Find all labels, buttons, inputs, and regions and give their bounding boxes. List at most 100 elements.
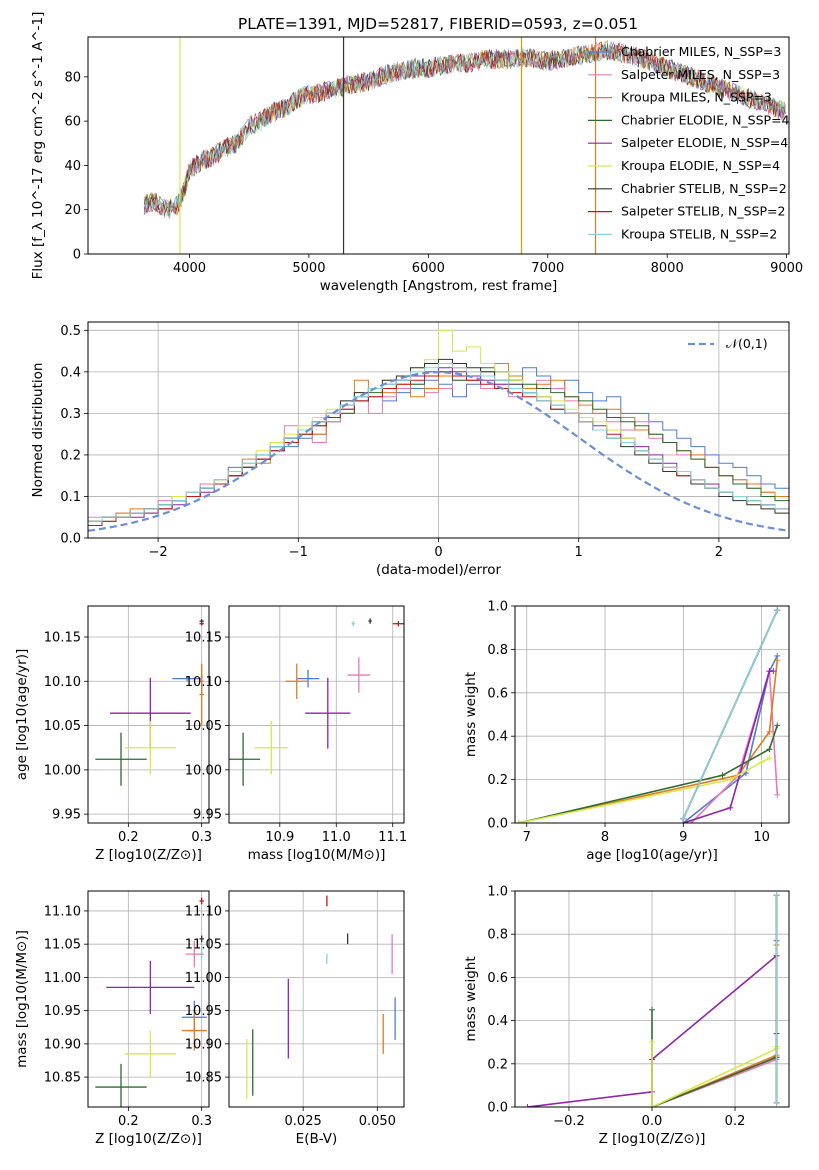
x-axis-label: mass [log10(M/M⊙)] — [248, 847, 386, 863]
mass_vs_ebv-grid — [229, 891, 404, 1107]
tick-label-y: 10.15 — [185, 631, 222, 646]
legend-label: Salpeter STELIB, N_SSP=2 — [621, 204, 785, 219]
tick-label-y: 60 — [64, 115, 81, 130]
x-axis-label: Z [log10(Z/Z⊙)] — [95, 1131, 202, 1147]
spectrum-line — [143, 42, 786, 218]
tick-label-x: 4000 — [173, 261, 206, 276]
tick-label-x: 10 — [753, 830, 770, 845]
tick-label-y: 10.00 — [44, 763, 81, 778]
tick-label-x: 9000 — [770, 261, 803, 276]
tick-label-y: 1.0 — [487, 885, 508, 900]
y-axis-label: mass [log10(M/M⊙)] — [14, 930, 30, 1068]
y-axis-label: mass weight — [463, 672, 479, 757]
tick-label-y: 10.10 — [44, 675, 81, 690]
tick-label-y: 0.2 — [487, 773, 508, 788]
tick-label-x: 2 — [715, 545, 723, 560]
tick-label-y: 0.1 — [60, 490, 81, 505]
tick-label-y: 0.0 — [487, 1101, 508, 1116]
tick-label-x: 0.2 — [118, 1114, 139, 1129]
tick-label-x: 0 — [434, 545, 442, 560]
tick-label-x: 11.0 — [322, 830, 351, 845]
legend-label: Chabrier MILES, N_SSP=3 — [621, 44, 781, 59]
tick-label-y: 20 — [64, 203, 81, 218]
tick-label-y: 10.90 — [44, 1037, 81, 1052]
tick-label-y: 11.00 — [185, 971, 222, 986]
tick-label-x: 8 — [601, 830, 609, 845]
tick-label-x: 1 — [575, 545, 583, 560]
tick-label-y: 10.10 — [185, 675, 222, 690]
massweight_vs_Z-marks — [524, 892, 780, 1107]
legend-label: 𝒩(0,1) — [726, 336, 768, 351]
plot-area — [229, 606, 404, 823]
legend-label: Chabrier ELODIE, N_SSP=4 — [621, 112, 790, 127]
tick-label-y: 0.0 — [487, 817, 508, 832]
x-axis-label: Z [log10(Z/Z⊙)] — [599, 1131, 706, 1147]
tick-label-y: 9.95 — [193, 808, 222, 823]
mass_vs_Z-grid — [88, 891, 209, 1107]
tick-label-y: 0.2 — [487, 1057, 508, 1072]
tick-label-x: 0.2 — [118, 830, 139, 845]
tick-label-y: 0.4 — [60, 365, 81, 380]
tick-label-x: 5000 — [292, 261, 325, 276]
tick-label-y: 0.6 — [487, 971, 508, 986]
tick-label-y: 10.85 — [185, 1071, 222, 1086]
mass-weight-line — [682, 609, 779, 820]
legend-label: Kroupa ELODIE, N_SSP=4 — [621, 158, 780, 173]
tick-label-y: 0.8 — [487, 643, 508, 658]
x-axis-label: Z [log10(Z/Z⊙)] — [95, 847, 202, 863]
spectrum-line — [143, 44, 786, 219]
mass-weight-line — [518, 725, 779, 823]
legend-label: Chabrier STELIB, N_SSP=2 — [621, 181, 787, 196]
age_vs_Z-grid — [88, 606, 209, 823]
y-axis-label: mass weight — [463, 956, 479, 1041]
tick-label-y: 40 — [64, 159, 81, 174]
tick-label-y: 0.0 — [60, 532, 81, 547]
legend-label: Kroupa MILES, N_SSP=3 — [621, 90, 772, 105]
tick-label-y: 9.95 — [52, 808, 81, 823]
tick-label-x: 10.9 — [265, 830, 294, 845]
mass_vs_ebv-marks — [246, 895, 396, 1100]
tick-label-x: 8000 — [651, 261, 684, 276]
tick-label-y: 10.15 — [44, 631, 81, 646]
legend-label: Salpeter MILES, N_SSP=3 — [621, 67, 780, 82]
tick-label-y: 11.05 — [44, 938, 81, 953]
axes-frame — [228, 605, 405, 824]
spectrum-line — [143, 44, 786, 218]
tick-label-y: 10.05 — [185, 719, 222, 734]
tick-label-y: 10.00 — [185, 763, 222, 778]
panel-spectrum: 4000 5000 6000 7000 8000 9000 0 20 40 60 80 Chabrie… — [30, 12, 803, 294]
axes-frame — [87, 605, 210, 824]
tick-label-y: 10.90 — [185, 1037, 222, 1052]
legend-label: Kroupa STELIB, N_SSP=2 — [621, 226, 777, 241]
axes-frame — [228, 890, 405, 1108]
x-axis-label: (data-model)/error — [376, 562, 502, 578]
axes-frame — [87, 890, 210, 1108]
spectrum-marks — [143, 37, 786, 254]
legend-label: Salpeter ELODIE, N_SSP=4 — [621, 135, 788, 150]
tick-label-y: 10.95 — [44, 1004, 81, 1019]
age_vs_mass-marks — [229, 618, 404, 786]
histogram-step — [88, 363, 789, 522]
tick-label-x: 0.3 — [191, 830, 212, 845]
panel-mass_vs_ebv: 0.025 0.050 10.85 10.90 10.95 11.00 11.05 11.10… — [185, 890, 405, 1147]
massweight_vs_age-marks — [515, 607, 781, 823]
tick-label-x: 0.3 — [191, 1114, 212, 1129]
tick-label-x: 7000 — [531, 261, 564, 276]
mass-weight-line — [518, 757, 770, 823]
figure-title: PLATE=1391, MJD=52817, FIBERID=0593, z=0… — [238, 15, 638, 33]
mass_vs_Z-marks — [95, 897, 207, 1107]
panel-mass_vs_Z: 0.2 0.3 10.85 10.90 10.95 11.00 11.05 11.10 Z [l… — [14, 890, 212, 1147]
tick-label-y: 0 — [73, 248, 81, 263]
age_vs_Z-marks — [95, 619, 204, 786]
age_vs_mass-grid — [229, 606, 404, 823]
tick-label-x: 0.025 — [285, 1114, 322, 1129]
axes-frame — [87, 36, 790, 255]
x-axis-label: wavelength [Angstrom, rest frame] — [320, 278, 558, 294]
tick-label-y: 1.0 — [487, 600, 508, 615]
tick-label-y: 0.6 — [487, 686, 508, 701]
axes-frame — [514, 605, 790, 824]
x-axis-label: age [log10(age/yr)] — [586, 847, 718, 863]
mass-weight-line — [518, 660, 779, 823]
tick-label-x: −1 — [289, 545, 308, 560]
